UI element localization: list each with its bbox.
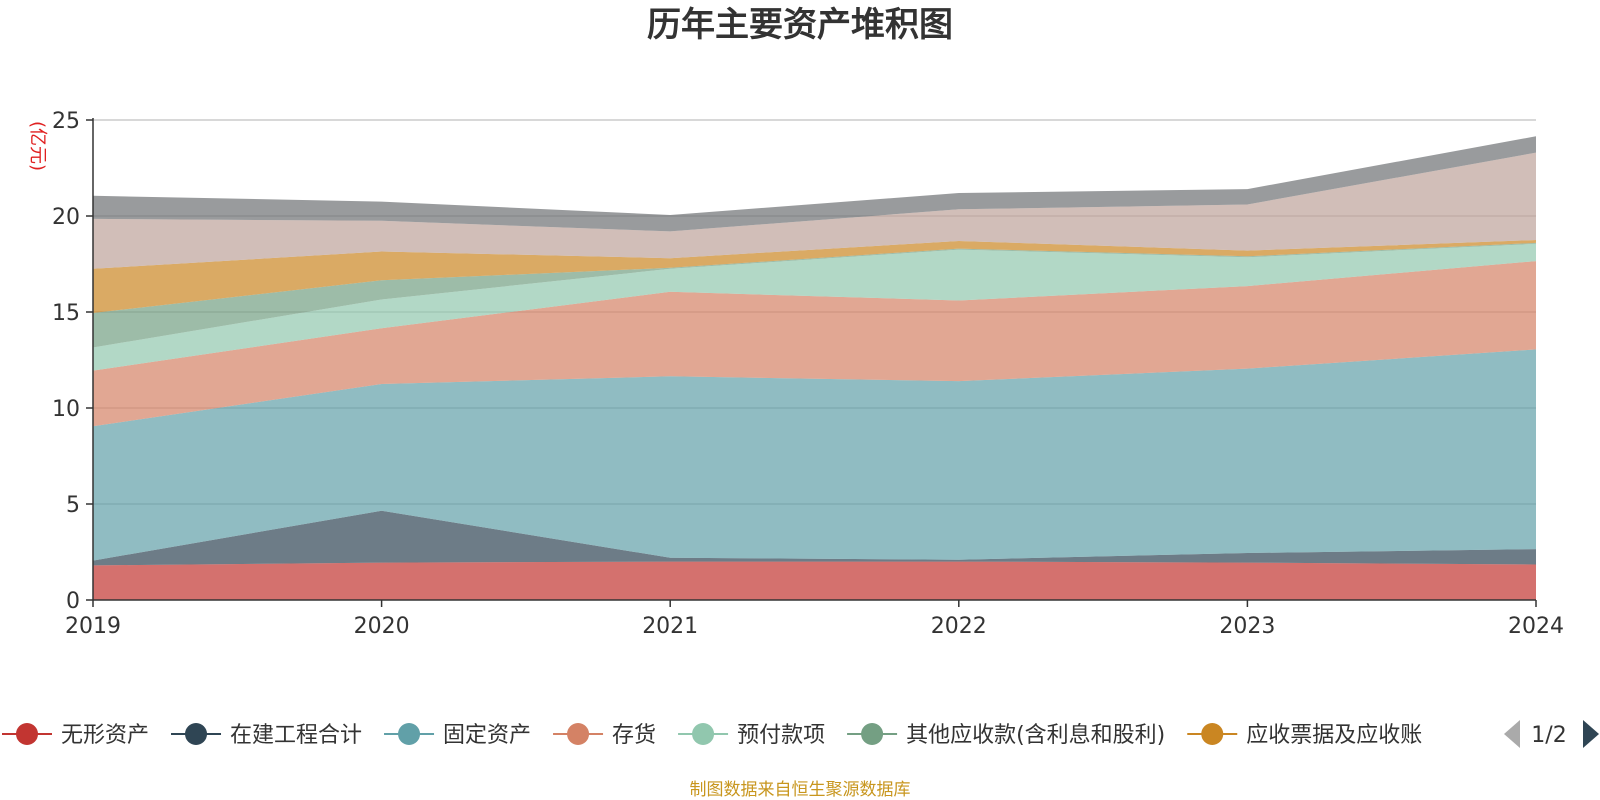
legend-item[interactable]: 在建工程合计 [171, 723, 362, 748]
area-series-6[interactable] [93, 240, 1536, 313]
legend-label: 其他应收款(含利息和股利) [906, 723, 1165, 748]
legend: 无形资产 在建工程合计 固定资产 存货 预付款项 其他应收款(含利息和股利) 应收票据及应收… [2, 723, 1422, 748]
data-source-note: 制图数据来自恒生聚源数据库 [690, 780, 911, 800]
area-series-5[interactable] [93, 242, 1536, 348]
y-tick-label: 5 [66, 493, 80, 518]
x-tick-label: 2024 [1508, 614, 1564, 639]
legend-page-indicator: 1/2 [1531, 723, 1566, 748]
legend-item[interactable]: 固定资产 [384, 723, 531, 748]
legend-circle-icon [567, 723, 590, 745]
legend-label: 在建工程合计 [230, 723, 362, 748]
area-series-4[interactable] [93, 243, 1536, 371]
legend-label: 无形资产 [61, 723, 149, 748]
legend-item[interactable]: 无形资产 [2, 723, 149, 748]
y-tick-label: 0 [66, 589, 80, 614]
y-tick-label: 15 [52, 301, 80, 326]
x-tick-label: 2023 [1219, 614, 1275, 639]
y-tick-label: 10 [52, 397, 80, 422]
area-series-1[interactable] [93, 510, 1536, 566]
legend-item[interactable]: 存货 [553, 723, 656, 748]
x-tick-label: 2021 [642, 614, 698, 639]
area-series-3[interactable] [93, 261, 1536, 427]
legend-pager: 1/2 [1504, 720, 1599, 748]
x-tick-label: 2019 [65, 614, 121, 639]
legend-label: 固定资产 [443, 723, 531, 748]
legend-label: 预付款项 [737, 723, 825, 748]
chart-title: 历年主要资产堆积图 [647, 5, 953, 45]
area-series-8[interactable] [93, 136, 1536, 232]
legend-next-icon[interactable] [1583, 720, 1599, 748]
legend-circle-icon [16, 723, 38, 745]
y-tick-label: 25 [52, 109, 80, 134]
legend-item[interactable]: 预付款项 [678, 723, 825, 748]
axes: 0 5 10 15 20 25 2019 2020 2021 2022 2023 2024 [52, 109, 1564, 639]
legend-item[interactable]: 应收票据及应收账 [1187, 723, 1422, 748]
legend-circle-icon [185, 723, 208, 745]
y-axis-unit: (亿元) [27, 121, 48, 171]
area-series [93, 136, 1536, 600]
x-tick-label: 2020 [354, 614, 410, 639]
legend-circle-icon [398, 723, 421, 745]
legend-item[interactable]: 其他应收款(含利息和股利) [847, 723, 1165, 748]
legend-prev-icon[interactable] [1504, 720, 1520, 748]
legend-label: 存货 [612, 723, 656, 748]
legend-label: 应收票据及应收账 [1246, 723, 1422, 748]
area-series-2[interactable] [93, 349, 1536, 561]
legend-circle-icon [692, 723, 715, 745]
area-series-7[interactable] [93, 152, 1536, 269]
x-tick-label: 2022 [931, 614, 987, 639]
area-series-0[interactable] [93, 561, 1536, 600]
y-tick-label: 20 [52, 205, 80, 230]
legend-circle-icon [861, 723, 884, 745]
legend-circle-icon [1201, 723, 1224, 745]
